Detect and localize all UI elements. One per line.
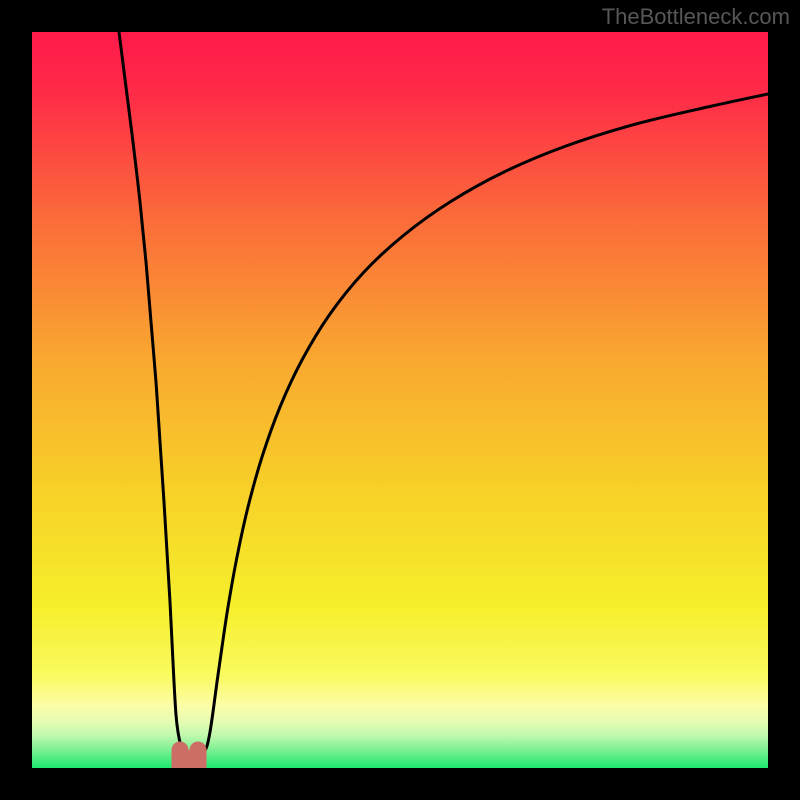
watermark-text: TheBottleneck.com (602, 4, 790, 30)
chart-container: TheBottleneck.com (0, 0, 800, 800)
bottleneck-curve-chart (0, 0, 800, 800)
plot-area (32, 32, 768, 768)
